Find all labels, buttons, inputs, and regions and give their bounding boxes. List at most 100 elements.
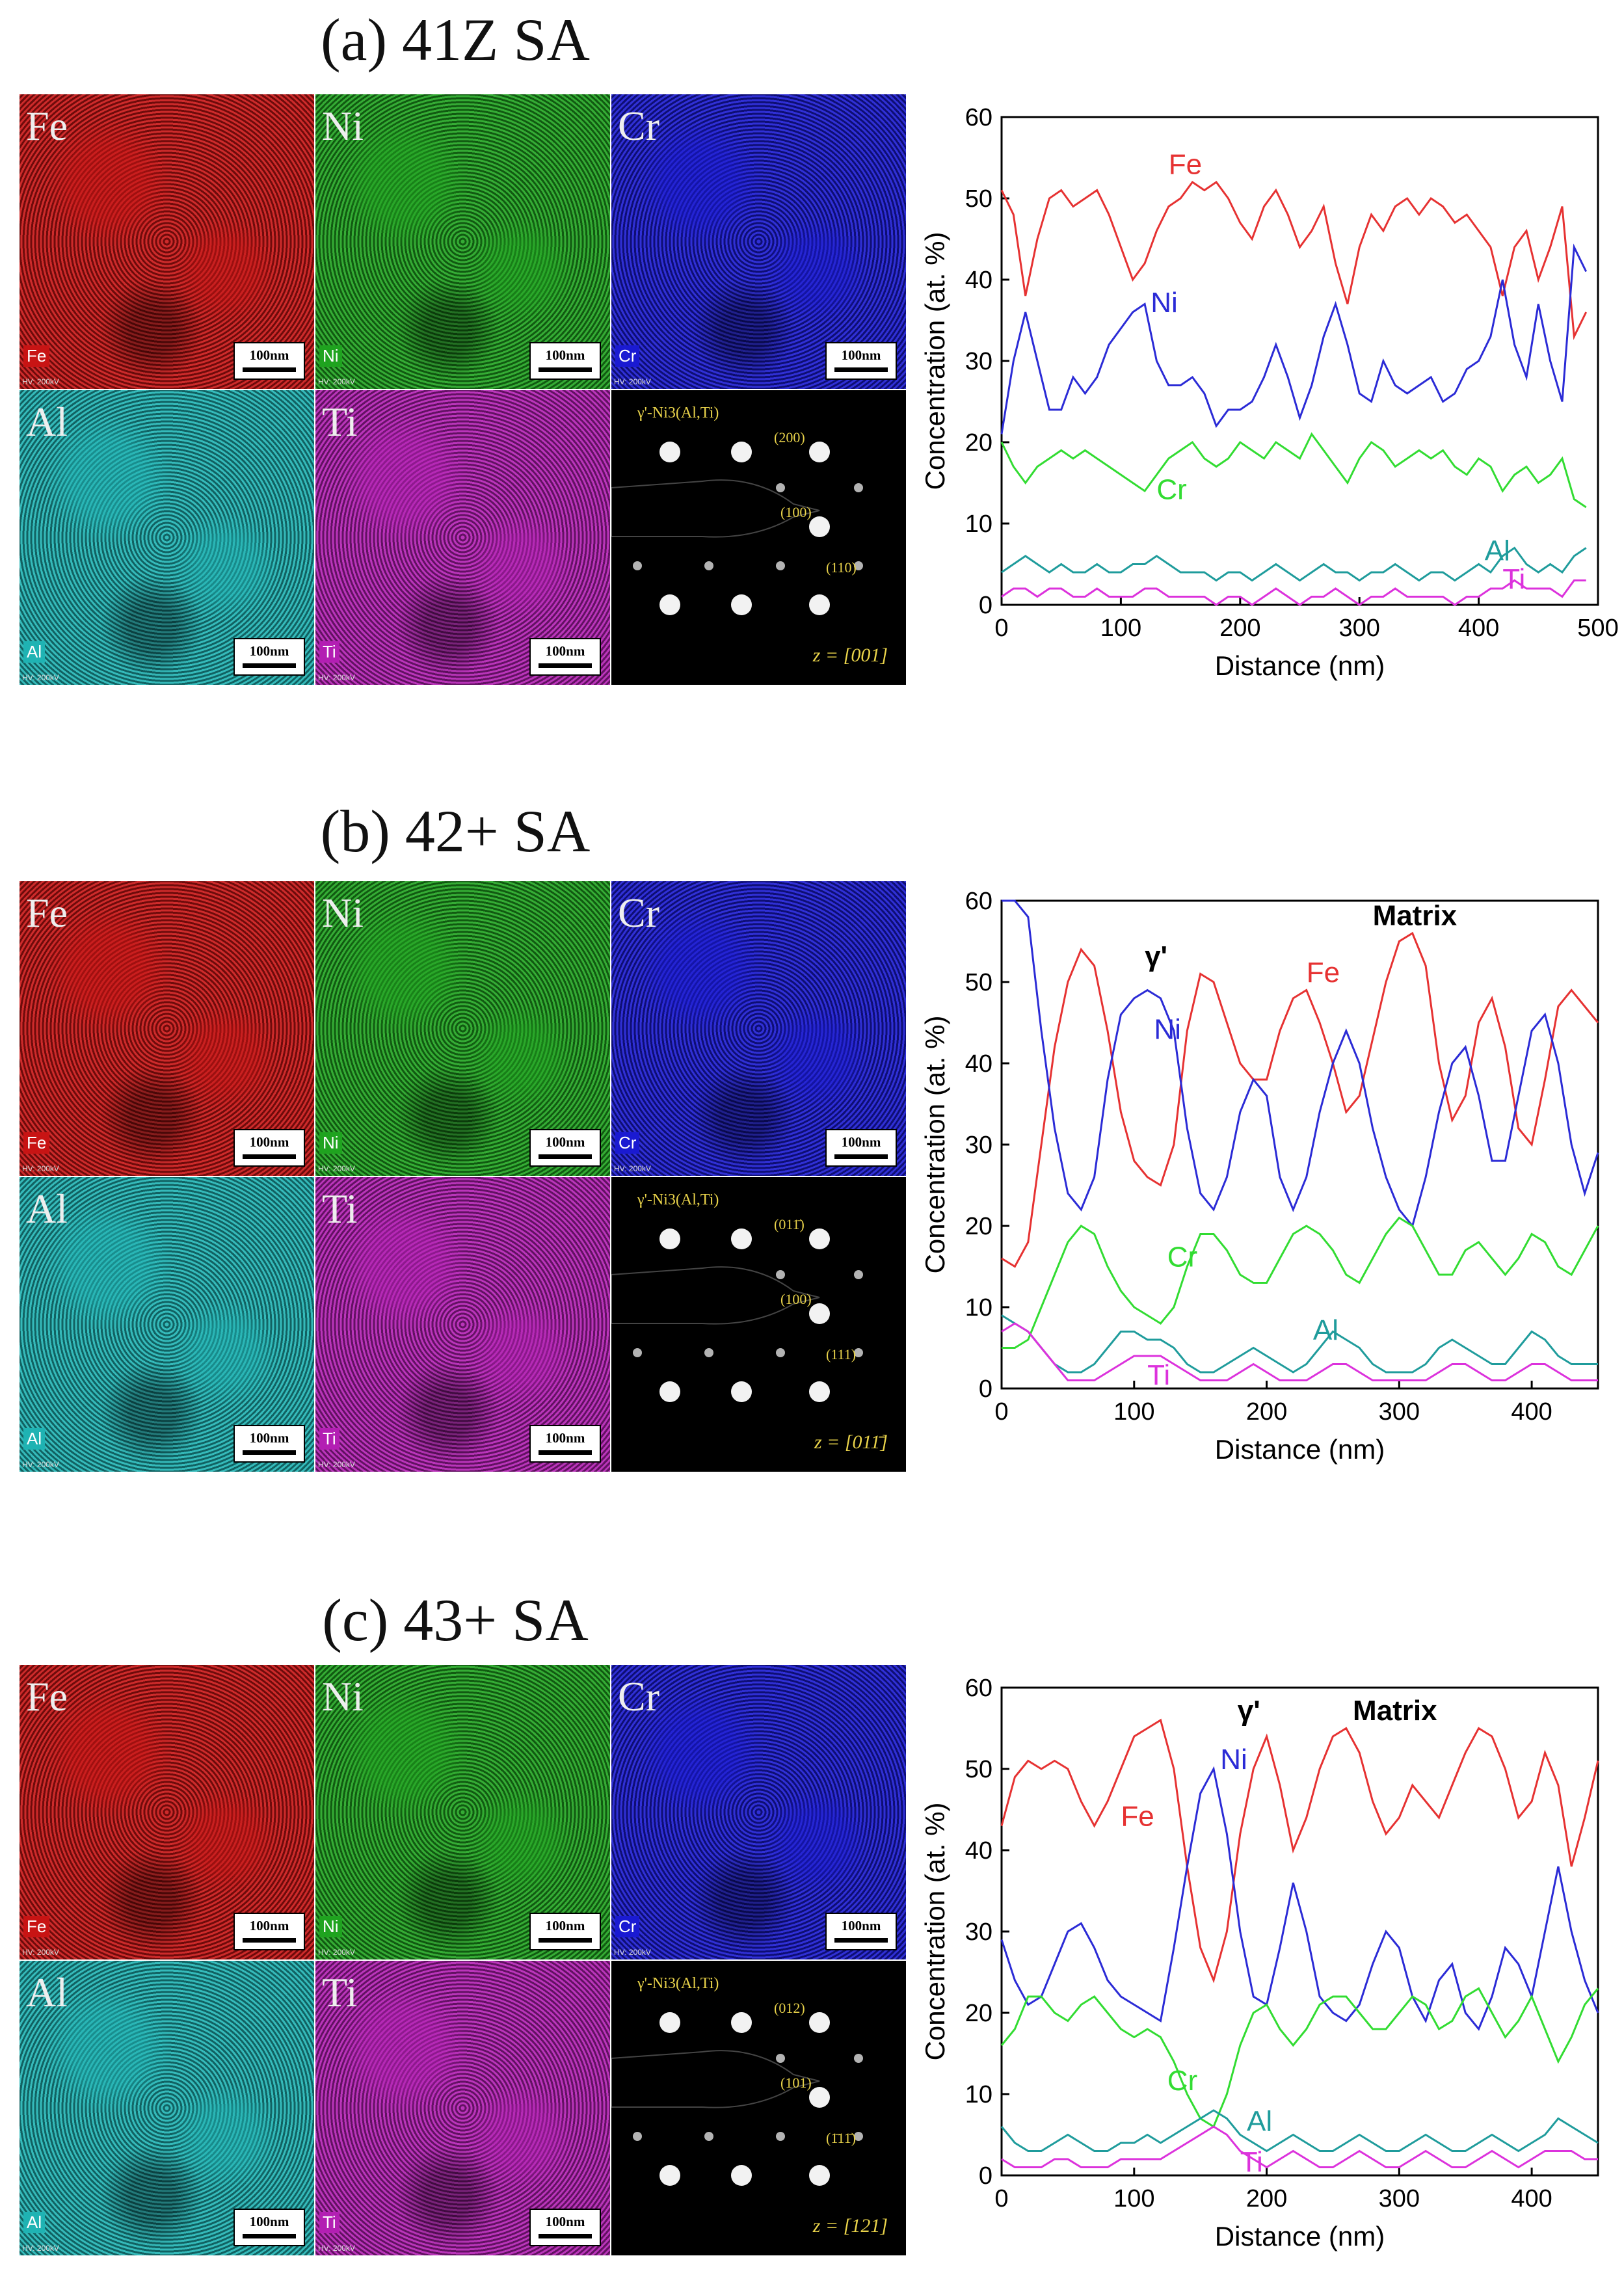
diffraction-spot (776, 2132, 785, 2141)
map-element-label: Fe (26, 103, 68, 149)
beam-stop (611, 1266, 820, 1325)
scale-bar-label: 100nm (249, 1430, 289, 1446)
diffraction-spot (659, 1381, 680, 1402)
scale-bar-label: 100nm (545, 643, 585, 659)
scale-bar: 100nm (529, 638, 601, 676)
series-line-ni (1000, 1766, 1599, 2031)
diffraction-spot (776, 1348, 785, 1357)
diffraction-spot (659, 442, 680, 462)
map-element-label: Fe (26, 1673, 68, 1720)
y-tick-label: 40 (965, 267, 992, 294)
eds-map-ni: Ni Ni HV: 200kV 100nm (315, 1665, 610, 1959)
diffraction-spot (854, 2054, 863, 2063)
x-tick-label: 500 (1577, 615, 1618, 642)
x-tick-label: 0 (994, 615, 1008, 642)
series-label-ni: Ni (1151, 287, 1178, 319)
chart-annotation: γ' (1238, 1695, 1260, 1727)
map-element-label: Ni (322, 103, 364, 149)
map-element-label: Fe (26, 890, 68, 936)
scale-bar-label: 100nm (545, 1918, 585, 1933)
scale-bar-label: 100nm (841, 1134, 881, 1150)
scale-bar-label: 100nm (841, 347, 881, 363)
scale-bar-line (834, 1938, 888, 1943)
x-axis-label: Distance (nm) (1215, 1434, 1385, 1465)
miller-index-label: (110) (826, 559, 857, 576)
y-axis-label: Concentration (at. %) (920, 1803, 950, 2061)
miller-index-label: (011̄) (774, 1216, 805, 1232)
miller-index-label: (100) (780, 504, 812, 520)
diffraction-spot (776, 561, 785, 570)
y-tick-label: 60 (965, 1675, 992, 1702)
map-element-badge: Al (23, 2212, 46, 2233)
map-hv-label: HV: 200kV (318, 377, 355, 386)
eds-map-fe: Fe Fe HV: 200kV 100nm (20, 94, 314, 389)
series-label-fe: Fe (1307, 957, 1340, 989)
eds-map-ti: Ti Ti HV: 200kV 100nm (315, 390, 610, 685)
map-element-badge: Ni (319, 1132, 342, 1154)
scale-bar-line (243, 663, 296, 668)
miller-index-label: (101) (780, 2075, 812, 2091)
diffraction-spot (809, 2087, 830, 2108)
map-element-badge: Cr (615, 1132, 640, 1154)
eds-map-cr: Cr Cr HV: 200kV 100nm (611, 1665, 906, 1959)
diffraction-spot (854, 1270, 863, 1279)
y-tick-label: 60 (965, 104, 992, 131)
series-label-al: Al (1247, 2105, 1272, 2137)
scale-bar: 100nm (529, 1129, 601, 1167)
x-tick-label: 100 (1113, 1398, 1154, 1426)
y-tick-label: 50 (965, 969, 992, 996)
y-axis-label: Concentration (at. %) (920, 1016, 950, 1274)
diffraction-spot (809, 1228, 830, 1249)
diffraction-spot (776, 1270, 785, 1279)
x-tick-label: 100 (1100, 615, 1141, 642)
scale-bar-line (243, 367, 296, 372)
line-scan-chart: 0 10 20 30 40 50 60 0 100 200 300 400 Distance (nm) C… (904, 881, 1624, 1486)
map-hv-label: HV: 200kV (318, 1460, 355, 1469)
map-hv-label: HV: 200kV (318, 673, 355, 682)
scale-bar: 100nm (233, 1425, 305, 1463)
y-tick-label: 40 (965, 1050, 992, 1078)
series-label-cr: Cr (1156, 474, 1186, 506)
saed-phase-label: γ'-Ni3(Al,Ti) (637, 1975, 719, 1992)
eds-map-ni: Ni Ni HV: 200kV 100nm (315, 94, 610, 389)
map-hv-label: HV: 200kV (318, 1948, 355, 1957)
zone-axis-label: z = [121] (812, 2215, 888, 2237)
map-hv-label: HV: 200kV (22, 2244, 59, 2253)
series-label-ni: Ni (1154, 1014, 1181, 1046)
diffraction-spot (776, 2054, 785, 2063)
scale-bar-line (243, 1154, 296, 1159)
series-label-fe: Fe (1121, 1801, 1154, 1833)
diffraction-spot (633, 1348, 642, 1357)
y-axis-label: Concentration (at. %) (920, 232, 950, 490)
series-line-ti (1001, 2125, 1598, 2169)
miller-index-label: (012) (774, 2000, 805, 2016)
x-tick-label: 200 (1246, 1398, 1287, 1426)
scale-bar: 100nm (825, 342, 897, 380)
saed-spots (611, 442, 863, 615)
series-line-cr (1000, 1987, 1599, 2129)
diffraction-spot (809, 1381, 830, 1402)
section-title-b: (b) 42+ SA (320, 798, 591, 864)
diffraction-spot (659, 2165, 680, 2186)
scale-bar: 100nm (529, 342, 601, 380)
map-element-label: Al (26, 1186, 68, 1232)
series-label-al: Al (1485, 535, 1510, 566)
scale-bar: 100nm (825, 1129, 897, 1167)
chart-annotation: Matrix (1373, 900, 1458, 932)
y-tick-label: 0 (979, 2162, 992, 2190)
map-element-badge: Cr (615, 345, 640, 367)
series-label-ti: Ti (1240, 2146, 1263, 2178)
diffraction-spot (704, 561, 713, 570)
diffraction-spot (704, 2132, 713, 2141)
diffraction-spot (809, 1303, 830, 1324)
series-label-ti: Ti (1147, 1359, 1170, 1391)
scale-bar-line (243, 2234, 296, 2238)
x-tick-label: 200 (1219, 615, 1260, 642)
eds-map-ti: Ti Ti HV: 200kV 100nm (315, 1961, 610, 2255)
x-tick-label: 400 (1511, 1398, 1552, 1426)
scale-bar-line (243, 1938, 296, 1943)
x-tick-label: 0 (994, 1398, 1008, 1426)
zone-axis-label: z = [001] (812, 644, 888, 666)
plot-frame (1000, 116, 1599, 606)
chart-svg: 0 10 20 30 40 50 60 0 100 200 300 400 Distance (nm) C… (920, 888, 1599, 1465)
